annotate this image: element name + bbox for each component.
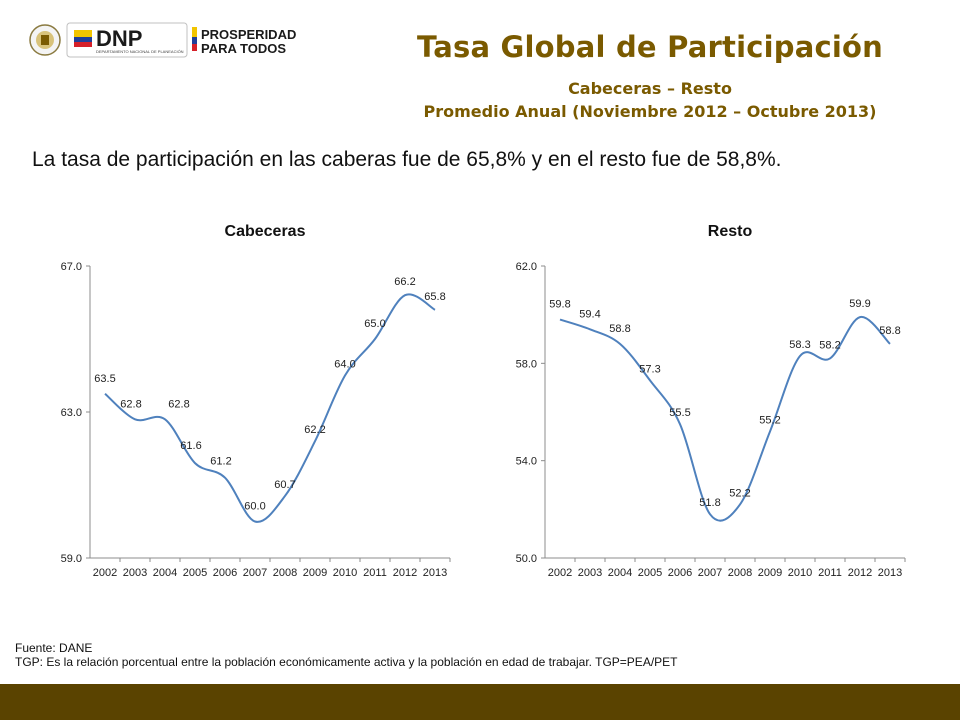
- data-label: 63.5: [94, 373, 115, 385]
- y-tick-label: 50.0: [516, 553, 537, 565]
- page-title: Tasa Global de Participación: [416, 30, 883, 64]
- y-tick-label: 58.0: [516, 358, 537, 370]
- x-tick-label: 2003: [123, 567, 147, 579]
- x-tick-label: 2003: [578, 567, 602, 579]
- x-tick-label: 2005: [638, 567, 662, 579]
- chart-cabeceras: 59.0 63.0 67.0 2002 2003 2004 2005 2006 2007 2008…: [61, 261, 451, 579]
- x-tick-label: 2002: [93, 567, 117, 579]
- x-tick-label: 2006: [213, 567, 237, 579]
- x-tick-label: 2010: [333, 567, 357, 579]
- y-tick-label: 67.0: [61, 261, 82, 273]
- x-tick-label: 2013: [878, 567, 902, 579]
- source-notes: Fuente: DANE TGP: Es la relación porcent…: [15, 641, 678, 669]
- x-tick-label: 2009: [758, 567, 782, 579]
- data-label: 64.0: [334, 359, 355, 371]
- source-line: Fuente: DANE: [15, 641, 93, 655]
- x-tick-label: 2010: [788, 567, 812, 579]
- chart-resto: 50.0 54.0 58.0 62.0 2002 2003 2004 2005 2006 2007…: [516, 261, 906, 579]
- data-label: 62.8: [168, 398, 189, 410]
- data-label: 62.2: [304, 424, 325, 436]
- data-label: 59.8: [549, 299, 570, 311]
- x-tick-label: 2004: [608, 567, 632, 579]
- data-label: 60.0: [244, 501, 265, 513]
- x-tick-label: 2012: [393, 567, 417, 579]
- footer-bar: [0, 684, 960, 720]
- page-subtitle-period: Promedio Anual (Noviembre 2012 – Octubre…: [423, 102, 877, 121]
- x-tick-label: 2004: [153, 567, 177, 579]
- x-tick-label: 2012: [848, 567, 872, 579]
- data-label: 61.2: [210, 456, 231, 468]
- data-label: 58.2: [819, 339, 840, 351]
- data-label: 59.4: [579, 308, 600, 320]
- x-tick-label: 2005: [183, 567, 207, 579]
- x-tick-label: 2008: [273, 567, 297, 579]
- x-tick-label: 2007: [243, 567, 267, 579]
- data-label: 66.2: [394, 276, 415, 288]
- svg-text:DNP: DNP: [96, 26, 142, 51]
- intro-text: La tasa de participación en las caberas …: [32, 148, 782, 171]
- y-tick-label: 63.0: [61, 407, 82, 419]
- x-tick-label: 2006: [668, 567, 692, 579]
- svg-text:DEPARTAMENTO NACIONAL DE PLANE: DEPARTAMENTO NACIONAL DE PLANEACIÓN: [96, 49, 184, 54]
- data-label: 65.0: [364, 318, 385, 330]
- data-label: 55.2: [759, 414, 780, 426]
- x-tick-label: 2007: [698, 567, 722, 579]
- prosperidad-logo: PROSPERIDAD PARA TODOS: [192, 27, 296, 56]
- data-label: 61.6: [180, 440, 201, 452]
- svg-text:PROSPERIDAD: PROSPERIDAD: [201, 27, 296, 42]
- data-label: 60.7: [274, 479, 295, 491]
- definition-line: TGP: Es la relación porcentual entre la …: [15, 655, 678, 669]
- data-label: 51.8: [699, 497, 720, 509]
- data-label: 52.2: [729, 487, 750, 499]
- data-label: 58.3: [789, 339, 810, 351]
- data-label: 62.8: [120, 398, 141, 410]
- x-tick-label: 2002: [548, 567, 572, 579]
- y-tick-label: 62.0: [516, 261, 537, 273]
- data-label: 58.8: [879, 325, 900, 337]
- x-tick-label: 2008: [728, 567, 752, 579]
- chart-title-cabeceras: Cabeceras: [224, 223, 306, 240]
- x-tick-label: 2011: [818, 567, 842, 579]
- data-label: 57.3: [639, 363, 660, 375]
- y-tick-label: 54.0: [516, 456, 537, 468]
- data-label: 58.8: [609, 323, 630, 335]
- y-tick-label: 59.0: [61, 553, 82, 565]
- x-tick-label: 2009: [303, 567, 327, 579]
- dnp-logo: DNP DEPARTAMENTO NACIONAL DE PLANEACIÓN: [66, 22, 188, 58]
- series-line: [104, 293, 436, 523]
- data-label: 55.5: [669, 407, 690, 419]
- x-tick-label: 2013: [423, 567, 447, 579]
- colombia-seal-icon: [29, 24, 61, 56]
- data-label: 59.9: [849, 298, 870, 310]
- chart-title-resto: Resto: [707, 223, 753, 240]
- page-subtitle: Cabeceras – Resto: [568, 79, 732, 98]
- data-label: 65.8: [424, 291, 445, 303]
- x-tick-label: 2011: [363, 567, 387, 579]
- svg-text:PARA TODOS: PARA TODOS: [201, 41, 286, 56]
- header-logos: DNP DEPARTAMENTO NACIONAL DE PLANEACIÓN …: [22, 18, 302, 62]
